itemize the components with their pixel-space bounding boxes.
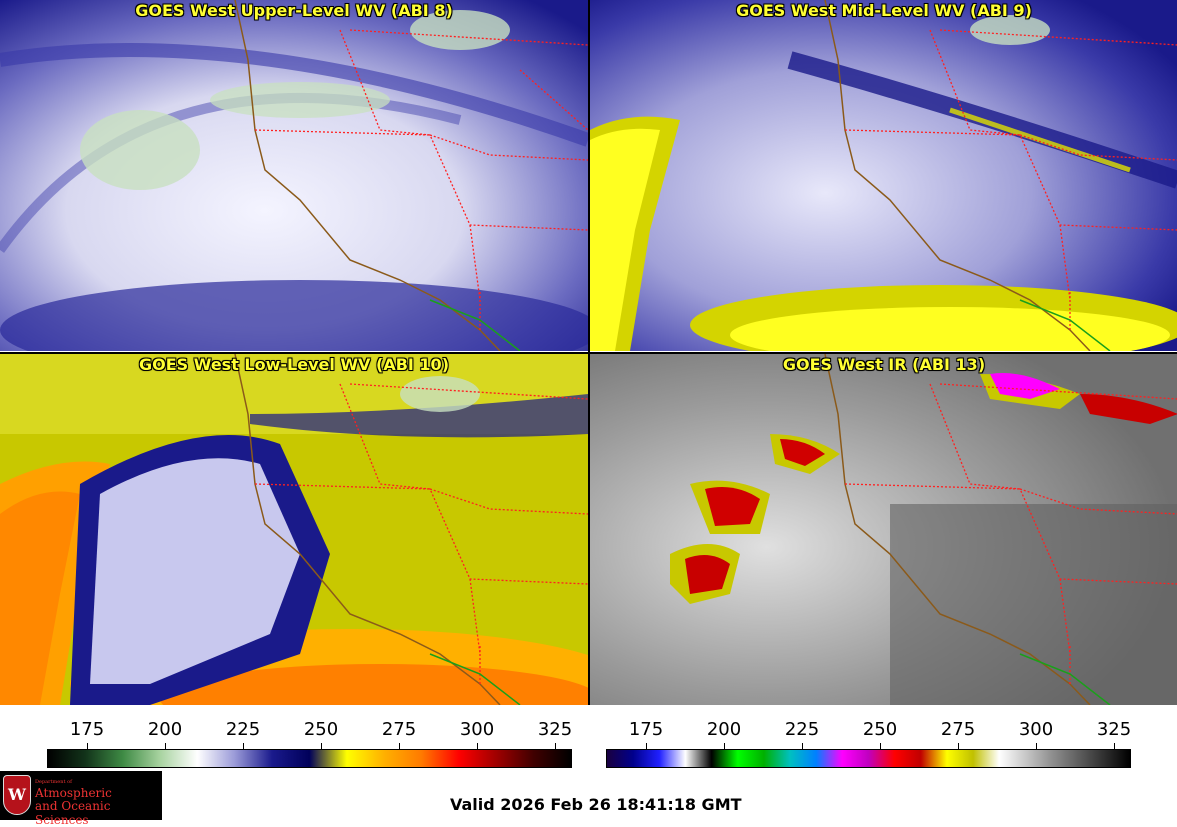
valid-time: Valid 2026 Feb 26 18:41:18 GMT (450, 795, 742, 814)
panel-low-level-wv: GOES West Low-Level WV (ABI 10) (0, 354, 588, 705)
wv-tick-label: 175 (69, 719, 105, 740)
panel-title: GOES West Upper-Level WV (ABI 8) (135, 1, 453, 20)
ir-tick-label: 250 (862, 719, 898, 740)
wv-scale-ticks (47, 743, 572, 749)
logo-line-3: and Oceanic Sciences (35, 799, 111, 827)
low-level-wv-image (0, 354, 588, 705)
upper-level-wv-image (0, 0, 588, 351)
ir-tick-label: 325 (1096, 719, 1132, 740)
mid-level-wv-image (590, 0, 1177, 351)
ir-tick-label: 200 (706, 719, 742, 740)
wv-tick-label: 300 (459, 719, 495, 740)
logo-line-2: Atmospheric (35, 786, 112, 800)
aos-logo: W Department of Atmospheric and Oceanic … (0, 771, 162, 827)
panel-title: GOES West IR (ABI 13) (782, 355, 986, 374)
ir-tick-label: 300 (1018, 719, 1054, 740)
wv-tick-label: 200 (147, 719, 183, 740)
ir-tick-label: 225 (784, 719, 820, 740)
panel-title: GOES West Mid-Level WV (ABI 9) (736, 1, 1032, 20)
ir-scale-ticks (606, 743, 1131, 749)
uw-crest-icon: W (3, 775, 31, 815)
wv-tick-label: 275 (381, 719, 417, 740)
panel-divider-horizontal (0, 352, 1177, 354)
panel-upper-level-wv: GOES West Upper-Level WV (ABI 8) (0, 0, 588, 351)
panel-mid-level-wv: GOES West Mid-Level WV (ABI 9) (590, 0, 1177, 351)
ir-tick-label: 275 (940, 719, 976, 740)
ir-image (590, 354, 1177, 705)
wv-color-scale: 175 200 225 250 275 300 325 (47, 705, 572, 769)
ir-color-scale: 175 200 225 250 275 300 325 (606, 705, 1131, 769)
wv-tick-label: 325 (537, 719, 573, 740)
ir-color-bar (606, 749, 1131, 768)
wv-scale-tick-labels: 175 200 225 250 275 300 325 (47, 719, 572, 741)
ir-scale-tick-labels: 175 200 225 250 275 300 325 (606, 719, 1131, 741)
wv-tick-label: 225 (225, 719, 261, 740)
panel-ir: GOES West IR (ABI 13) (590, 354, 1177, 705)
wv-color-bar (47, 749, 572, 768)
logo-line-1: Department of (35, 779, 72, 785)
ir-tick-label: 175 (628, 719, 664, 740)
wv-tick-label: 250 (303, 719, 339, 740)
panel-title: GOES West Low-Level WV (ABI 10) (138, 355, 449, 374)
